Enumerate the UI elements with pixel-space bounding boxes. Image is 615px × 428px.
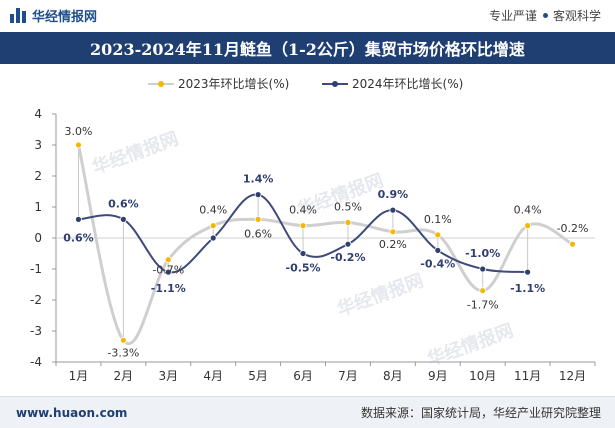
point-s1-5: [299, 250, 307, 257]
slogan-right: 客观科学: [552, 8, 601, 23]
footer: www.huaon.com 数据来源：国家统计局，华经产业研究院整理: [0, 396, 615, 428]
data-label-s0-1: -3.3%: [107, 346, 139, 359]
bar-logo-icon: [10, 7, 26, 23]
series-layer: [75, 141, 576, 345]
point-s1-2: [164, 268, 172, 276]
data-label-s0-6: 0.5%: [334, 201, 362, 214]
data-label-s0-5: 0.4%: [289, 204, 317, 217]
point-s0-6: [344, 219, 352, 226]
data-label-s1-8: -0.4%: [420, 257, 455, 270]
data-label-s1-0: 0.6%: [63, 231, 94, 244]
data-label-s0-3: 0.4%: [199, 204, 227, 217]
point-s0-8: [434, 231, 442, 239]
footer-website-link[interactable]: www.huaon.com: [16, 405, 128, 420]
point-s1-0: [75, 215, 82, 223]
y-tick-label: 4: [34, 107, 42, 121]
y-tick-label: 3: [34, 138, 42, 152]
data-label-s0-9: -1.7%: [467, 299, 499, 312]
x-tick-label: 1月: [69, 369, 89, 383]
point-s1-8: [434, 246, 442, 254]
dot-icon: [542, 12, 548, 18]
data-label-s1-7: 0.9%: [378, 188, 409, 201]
point-s0-3: [209, 222, 217, 230]
point-s0-2: [164, 256, 172, 264]
slogan-left: 专业严谨: [488, 8, 537, 23]
y-tick-label: 1: [34, 200, 42, 214]
watermark-0: 华经情报网: [89, 127, 181, 178]
x-tick-label: 10月: [469, 369, 496, 383]
data-label-s1-10: -1.1%: [510, 282, 545, 295]
data-label-s1-5: -0.5%: [286, 262, 321, 275]
point-s1-7: [389, 206, 397, 214]
y-tick-label: 2: [34, 169, 42, 183]
x-tick-label: 8月: [383, 369, 403, 383]
data-label-s0-2: -0.7%: [152, 264, 184, 277]
title-bar: 2023-2024年11月鲢鱼（1-2公斤）集贸市场价格环比增速: [0, 32, 615, 64]
point-s0-10: [524, 222, 532, 230]
point-s0-11: [569, 240, 576, 248]
point-s0-7: [389, 228, 397, 236]
point-s1-3: [209, 234, 217, 242]
x-tick-label: 12月: [559, 369, 586, 383]
brand-name: 华经情报网: [32, 9, 98, 25]
watermark-3: 华经情报网: [424, 319, 516, 370]
data-label-s0-7: 0.2%: [379, 238, 407, 251]
point-s0-4: [254, 215, 262, 223]
watermark-2: 华经情报网: [334, 269, 426, 320]
x-tick-label: 7月: [338, 369, 358, 383]
top-bar: 华经情报网 专业严谨 客观科学: [0, 0, 615, 30]
x-tick-label: 2月: [114, 369, 134, 383]
point-s0-5: [299, 222, 307, 230]
data-label-s1-1: 0.6%: [108, 197, 139, 210]
data-label-s1-2: -1.1%: [151, 282, 186, 295]
y-tick-label: 0: [34, 231, 42, 245]
series-line-0: [76, 144, 574, 345]
legend-label-1: 2024年环比增长(%): [352, 77, 463, 91]
x-tick-label: 9月: [428, 369, 448, 383]
point-s0-1: [119, 336, 127, 344]
point-s0-0: [75, 141, 82, 149]
footer-source: 数据来源：国家统计局，华经产业研究院整理: [360, 406, 601, 420]
data-labels: 3.0% -3.3% -0.7% 0.4% 0.6% 0.4% 0.5% 0.2% 0.1% -1…: [63, 125, 588, 359]
x-tick-label: 11月: [514, 369, 541, 383]
point-s1-4: [254, 191, 262, 199]
x-axis: 1月 2月 3月 4月 5月 6月 7月 8月 9月 10月 11月 12月: [55, 361, 596, 383]
legend-label-0: 2023年环比增长(%): [178, 77, 289, 91]
slogan: 专业严谨 客观科学: [489, 7, 601, 24]
x-tick-label: 5月: [248, 369, 268, 383]
chart-title: 2023-2024年11月鲢鱼（1-2公斤）集贸市场价格环比增速: [90, 40, 525, 59]
point-s1-10: [524, 268, 532, 276]
brand: 华经情报网: [10, 6, 97, 25]
data-label-s0-0: 3.0%: [64, 125, 92, 138]
y-tick-label: -4: [30, 355, 42, 369]
y-axis: -4 -3 -2 -1 0 1 2 3 4: [30, 107, 595, 369]
data-label-s1-9: -1.0%: [465, 247, 500, 260]
y-tick-label: -3: [30, 324, 42, 338]
data-label-s0-4: 0.6%: [244, 227, 272, 240]
point-s1-9: [479, 265, 487, 273]
point-s1-1: [119, 215, 127, 223]
y-tick-label: -2: [30, 293, 42, 307]
data-label-s0-11: -0.2%: [557, 222, 589, 235]
legend-marker-0: [158, 81, 164, 87]
data-label-s0-10: 0.4%: [514, 204, 542, 217]
x-tick-label: 6月: [293, 369, 313, 383]
point-s0-9: [479, 287, 487, 295]
data-label-s1-4: 1.4%: [243, 173, 274, 186]
x-tick-label: 4月: [203, 369, 223, 383]
data-label-s0-8: 0.1%: [424, 213, 452, 226]
data-label-s1-6: -0.2%: [330, 251, 365, 264]
legend-marker-1: [332, 81, 338, 87]
point-s1-6: [344, 240, 352, 248]
x-tick-label: 3月: [158, 369, 178, 383]
legend: 2023年环比增长(%) 2024年环比增长(%): [148, 77, 463, 91]
y-tick-label: -1: [30, 262, 42, 276]
